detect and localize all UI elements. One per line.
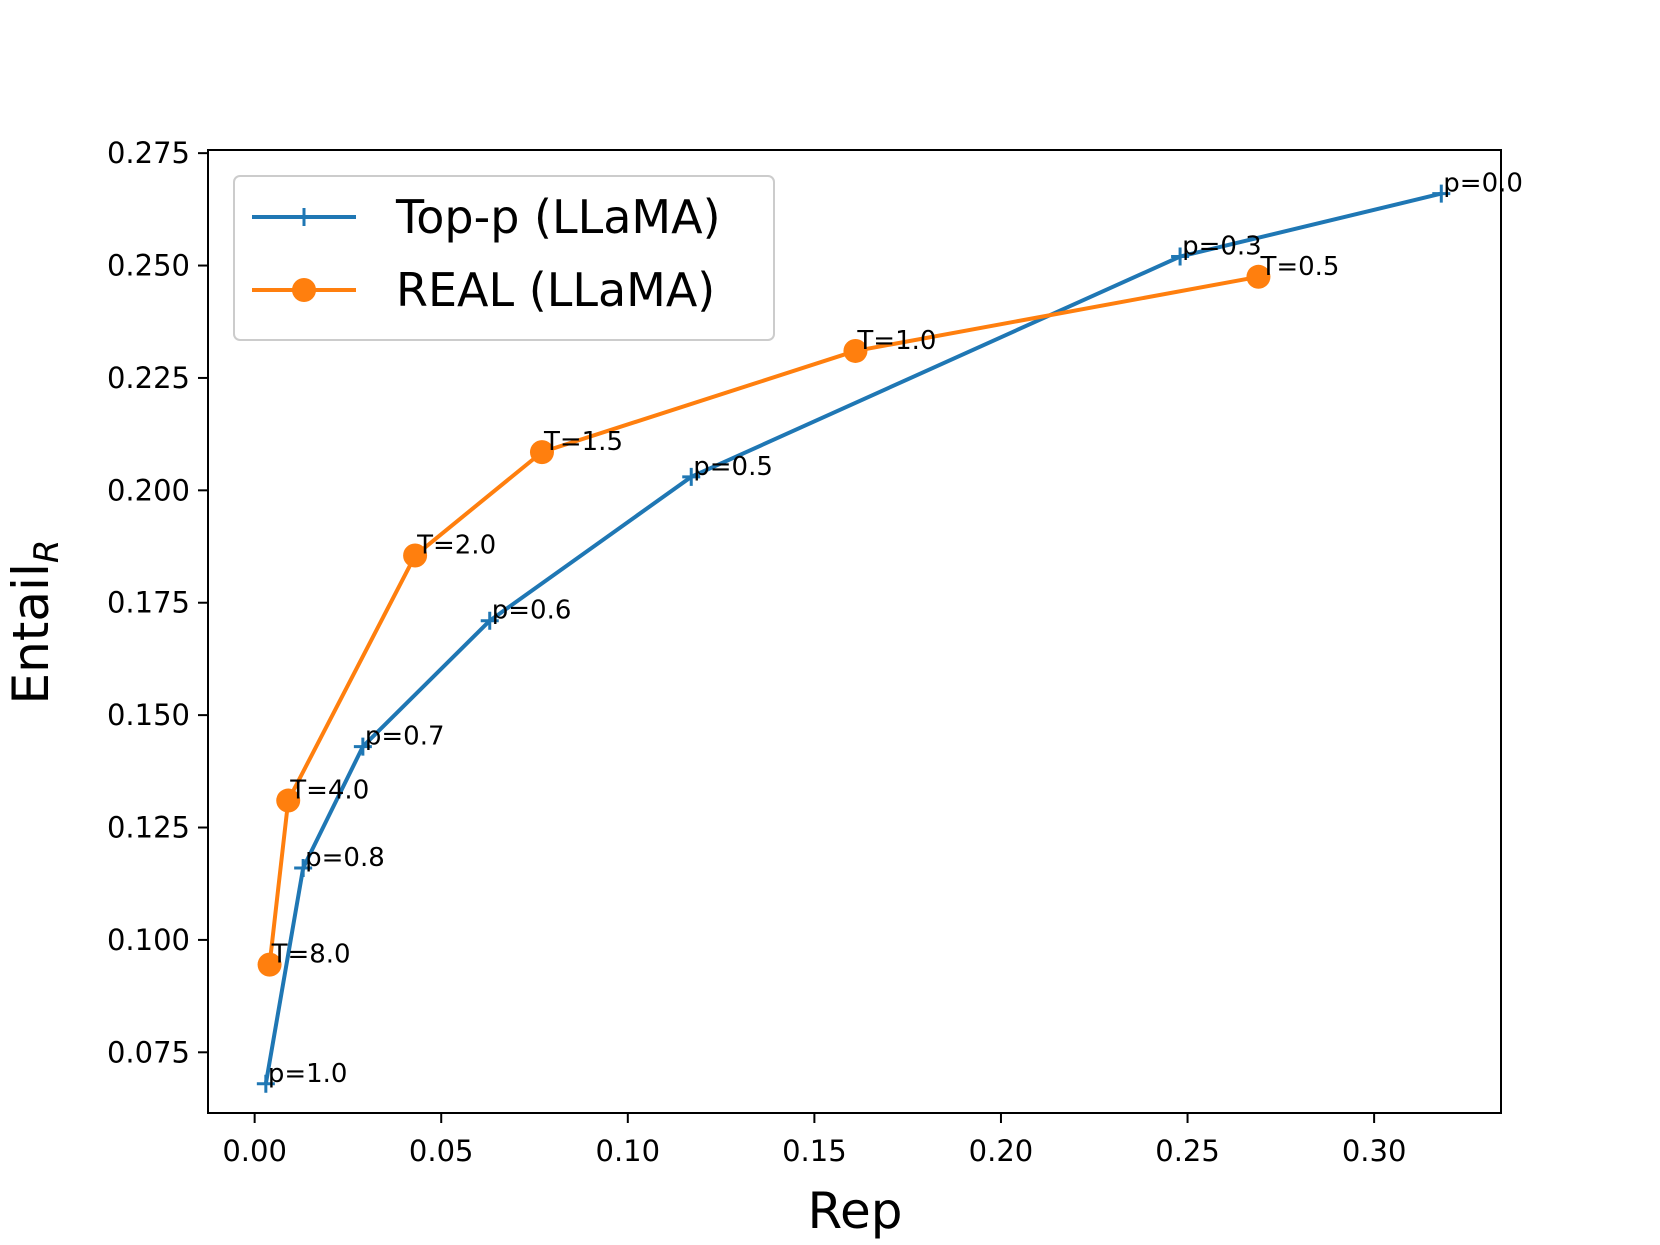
legend-marker-real: [292, 278, 316, 302]
y-tick-label: 0.175: [107, 586, 190, 620]
x-tick-label: 0.10: [596, 1134, 661, 1168]
series-line: [267, 274, 1259, 965]
x-tick-label: 0.25: [1155, 1134, 1220, 1168]
y-tick-label: 0.200: [107, 473, 190, 507]
y-tick-label: 0.125: [107, 811, 190, 845]
point-annotation: p=1.0: [268, 1059, 348, 1089]
data-point: [256, 1074, 275, 1093]
point-annotation: p=0.8: [305, 843, 385, 873]
y-axis-title-main: Entail: [2, 563, 60, 704]
data-point: [257, 952, 282, 977]
data-point: [294, 858, 313, 877]
x-axis: 0.00 0.05 0.10 0.15 0.20 0.25 0.30: [222, 1113, 1406, 1168]
legend-label-real: REAL (LLaMA): [396, 263, 715, 317]
point-annotation: p=0.6: [492, 596, 572, 626]
x-tick-label: 0.00: [222, 1134, 287, 1168]
legend-marker-top-p: [295, 208, 313, 226]
y-tick-label: 0.100: [107, 923, 190, 957]
point-annotation: T=2.0: [416, 531, 496, 561]
legend-label-top-p: Top-p (LLaMA): [395, 190, 721, 244]
point-annotation: p=0.0: [1443, 169, 1523, 199]
point-annotation: T=8.0: [271, 940, 351, 970]
data-point: [843, 338, 868, 363]
plot-frame: [207, 149, 1502, 1114]
y-tick-label: 0.250: [107, 249, 190, 283]
data-point: [403, 543, 428, 568]
y-tick-label: 0.275: [107, 136, 190, 170]
data-point: [529, 440, 554, 465]
point-annotation: T=0.5: [1259, 252, 1339, 282]
legend: Top-p (LLaMA) REAL (LLaMA): [233, 175, 775, 341]
point-annotation: p=0.5: [693, 452, 773, 482]
data-point: [480, 611, 499, 630]
y-tick-label: 0.150: [107, 698, 190, 732]
data-point: [276, 788, 301, 813]
point-annotation: p=0.3: [1182, 232, 1262, 262]
y-axis: 0.075 0.100 0.125 0.150 0.175 0.200 0.225 0.250…: [107, 136, 208, 1069]
point-annotation: T=4.0: [289, 776, 369, 806]
series-real: [257, 264, 1271, 977]
x-tick-label: 0.05: [409, 1134, 474, 1168]
y-axis-title: EntailR: [2, 540, 67, 705]
y-tick-label: 0.225: [107, 361, 190, 395]
point-annotation: T=1.0: [856, 326, 936, 356]
x-tick-label: 0.20: [969, 1134, 1034, 1168]
x-tick-label: 0.15: [782, 1134, 847, 1168]
series-top-p: [256, 184, 1451, 1093]
data-point: [682, 467, 701, 486]
data-point: [353, 737, 372, 756]
series-layer: [256, 184, 1451, 1093]
point-annotation: p=0.7: [365, 722, 445, 752]
data-point: [1432, 184, 1451, 203]
y-axis-title-subscript: R: [27, 540, 67, 564]
x-tick-label: 0.30: [1342, 1134, 1407, 1168]
annotation-layer: p=1.0 p=0.8 p=0.7 p=0.6 p=0.5 p=0.3 p=0.0 T=8.0…: [268, 169, 1523, 1089]
plot-area: [207, 149, 1502, 1114]
data-point: [1171, 247, 1190, 266]
x-axis-title: Rep: [808, 1182, 903, 1240]
legend-box: [233, 175, 775, 341]
y-tick-label: 0.075: [107, 1035, 190, 1069]
data-point: [1246, 264, 1271, 289]
point-annotation: T=1.5: [543, 427, 623, 457]
